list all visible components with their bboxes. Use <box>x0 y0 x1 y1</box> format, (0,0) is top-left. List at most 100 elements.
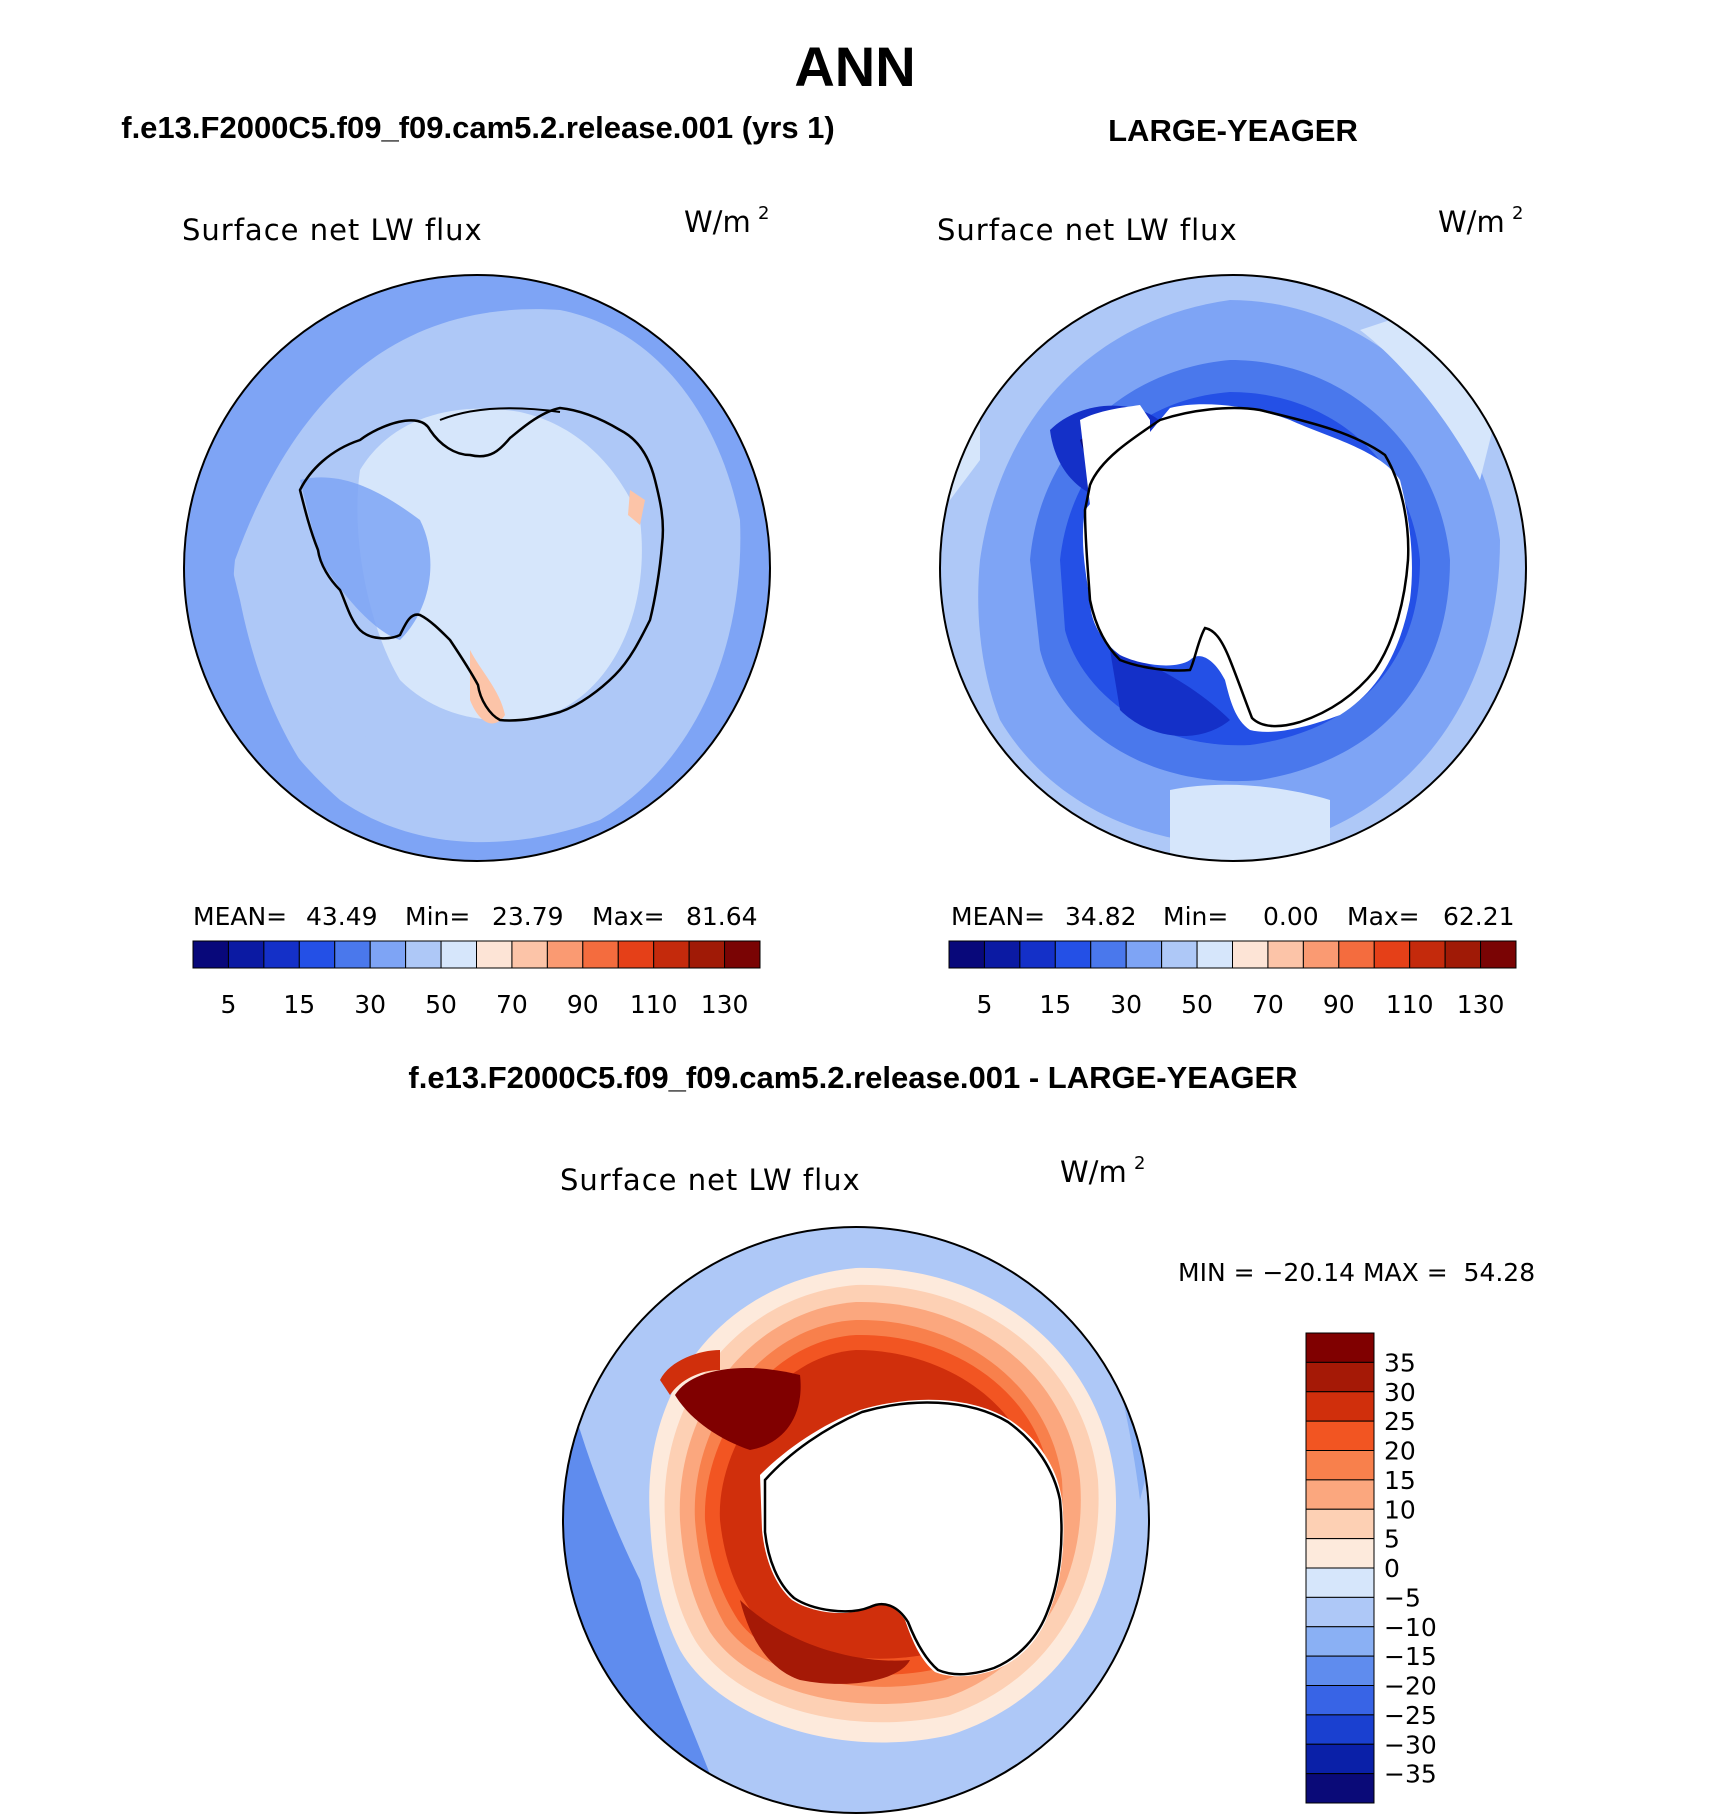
colorbar-swatch <box>405 940 442 969</box>
colorbar-tick-label: −5 <box>1384 1583 1421 1612</box>
colorbar-swatch <box>1305 1626 1375 1657</box>
colorbar-tick-label: 35 <box>1384 1348 1416 1377</box>
svg-text:W/m: W/m <box>684 205 751 239</box>
colorbar-tick-label: 15 <box>283 990 315 1019</box>
colorbar-swatch <box>1125 940 1163 969</box>
colorbar-swatch <box>1232 940 1269 969</box>
svg-text:43.49: 43.49 <box>306 902 378 931</box>
colorbar-tick-label: −30 <box>1384 1730 1437 1759</box>
colorbar-tick-label: 15 <box>1384 1466 1416 1495</box>
svg-text:W/m: W/m <box>1438 205 1505 239</box>
colorbar-swatch <box>440 940 477 969</box>
colorbar-swatch <box>369 940 407 969</box>
colorbar-tick-label: 15 <box>1039 990 1071 1019</box>
colorbar-swatch <box>1305 1332 1375 1363</box>
colorbar-swatch <box>1305 1714 1375 1745</box>
colorbar-swatch <box>1305 1743 1375 1775</box>
colorbar-swatch <box>1444 940 1482 969</box>
colorbar-tick-label: −35 <box>1384 1760 1437 1789</box>
difference-coastline <box>763 1401 1063 1676</box>
colorbar-tick-label: 30 <box>1110 990 1142 1019</box>
colorbar-swatch <box>1480 940 1517 969</box>
difference-minmax: MIN = −20.14 MAX = 54.28 <box>1178 1258 1535 1287</box>
svg-text:W/m: W/m <box>1060 1155 1127 1189</box>
svg-text:2: 2 <box>1134 1153 1145 1174</box>
colorbar-swatch <box>1090 940 1127 969</box>
panel-right-units: W/m 2 <box>1438 203 1523 239</box>
colorbar-swatch <box>1305 1538 1375 1569</box>
colorbar-swatch <box>1302 940 1340 969</box>
colorbar-swatch <box>227 940 265 969</box>
colorbar-tick-label: 50 <box>1181 990 1213 1019</box>
svg-text:34.82: 34.82 <box>1065 902 1137 931</box>
panel-right-coastline <box>1083 406 1410 728</box>
svg-text:Max=: Max= <box>592 902 665 931</box>
svg-text:MEAN=: MEAN= <box>951 902 1045 931</box>
colorbar-swatch <box>948 940 985 969</box>
colorbar-tick-label: 0 <box>1384 1554 1400 1583</box>
svg-text:62.21: 62.21 <box>1443 902 1515 931</box>
colorbar-swatch <box>511 940 548 969</box>
colorbar-tick-label: 130 <box>1457 990 1505 1019</box>
difference-heading: f.e13.F2000C5.f09_f09.cam5.2.release.001… <box>408 1060 1297 1095</box>
difference-map <box>562 1226 1150 1814</box>
panel-right-colorbar: 5 15 30 50 70 90 110 130 <box>948 940 1517 1019</box>
colorbar-swatch <box>263 940 300 969</box>
colorbar-swatch <box>1196 940 1233 969</box>
svg-text:2: 2 <box>1512 203 1523 224</box>
colorbar-tick-label: 130 <box>701 990 749 1019</box>
panel-left-stats: MEAN= 43.49 Min= 23.79 Max= 81.64 <box>193 902 758 931</box>
colorbar-swatch <box>192 940 229 969</box>
colorbar-tick-label: 5 <box>1384 1525 1400 1554</box>
colorbar-swatch <box>1305 1391 1375 1422</box>
difference-map-title: Surface net LW flux <box>560 1163 861 1197</box>
colorbar-tick-label: −20 <box>1384 1672 1437 1701</box>
colorbar-swatch <box>334 940 371 969</box>
panel-left-map-title: Surface net LW flux <box>182 213 483 247</box>
colorbar-tick-label: 90 <box>567 990 599 1019</box>
colorbar-tick-label: −25 <box>1384 1701 1437 1730</box>
colorbar-swatch <box>298 940 336 969</box>
colorbar-swatch <box>1305 1596 1375 1628</box>
difference-units: W/m 2 <box>1060 1153 1145 1189</box>
colorbar-tick-label: −15 <box>1384 1642 1437 1671</box>
panel-left-colorbar: 5 15 30 50 70 90 110 130 <box>192 940 761 1019</box>
colorbar-swatch <box>1305 1361 1375 1393</box>
svg-text:0.00: 0.00 <box>1263 902 1319 931</box>
svg-text:81.64: 81.64 <box>686 902 758 931</box>
colorbar-swatch <box>1409 940 1446 969</box>
svg-text:23.79: 23.79 <box>492 902 564 931</box>
colorbar-tick-label: 110 <box>630 990 678 1019</box>
panel-left-map <box>183 274 771 862</box>
colorbar-swatch <box>1305 1450 1375 1481</box>
colorbar-swatch <box>653 940 690 969</box>
panel-left-coastline <box>298 406 665 722</box>
colorbar-tick-label: 110 <box>1386 990 1434 1019</box>
colorbar-swatch <box>1054 940 1092 969</box>
colorbar-swatch <box>1305 1655 1375 1686</box>
colorbar-swatch <box>1305 1508 1375 1540</box>
colorbar-swatch <box>1161 940 1198 969</box>
svg-text:MEAN=: MEAN= <box>193 902 287 931</box>
colorbar-tick-label: 90 <box>1323 990 1355 1019</box>
panel-right-stats: MEAN= 34.82 Min= 0.00 Max= 62.21 <box>951 902 1515 931</box>
svg-text:2: 2 <box>758 203 769 224</box>
colorbar-swatch <box>724 940 761 969</box>
colorbar-tick-label: 30 <box>354 990 386 1019</box>
colorbar-swatch <box>1338 940 1375 969</box>
page-title: ANN <box>794 35 915 98</box>
colorbar-swatch <box>617 940 655 969</box>
colorbar-tick-label: 25 <box>1384 1407 1416 1436</box>
svg-text:Min=: Min= <box>1163 902 1228 931</box>
colorbar-tick-label: 50 <box>425 990 457 1019</box>
colorbar-swatch <box>582 940 619 969</box>
colorbar-swatch <box>1305 1420 1375 1451</box>
colorbar-swatch <box>1267 940 1304 969</box>
panel-left-heading: f.e13.F2000C5.f09_f09.cam5.2.release.001… <box>121 110 835 145</box>
colorbar-swatch <box>1305 1479 1375 1510</box>
colorbar-tick-label: 20 <box>1384 1437 1416 1466</box>
colorbar-tick-label: 5 <box>220 990 236 1019</box>
colorbar-tick-label: 5 <box>976 990 992 1019</box>
panel-left-units: W/m 2 <box>684 203 769 239</box>
